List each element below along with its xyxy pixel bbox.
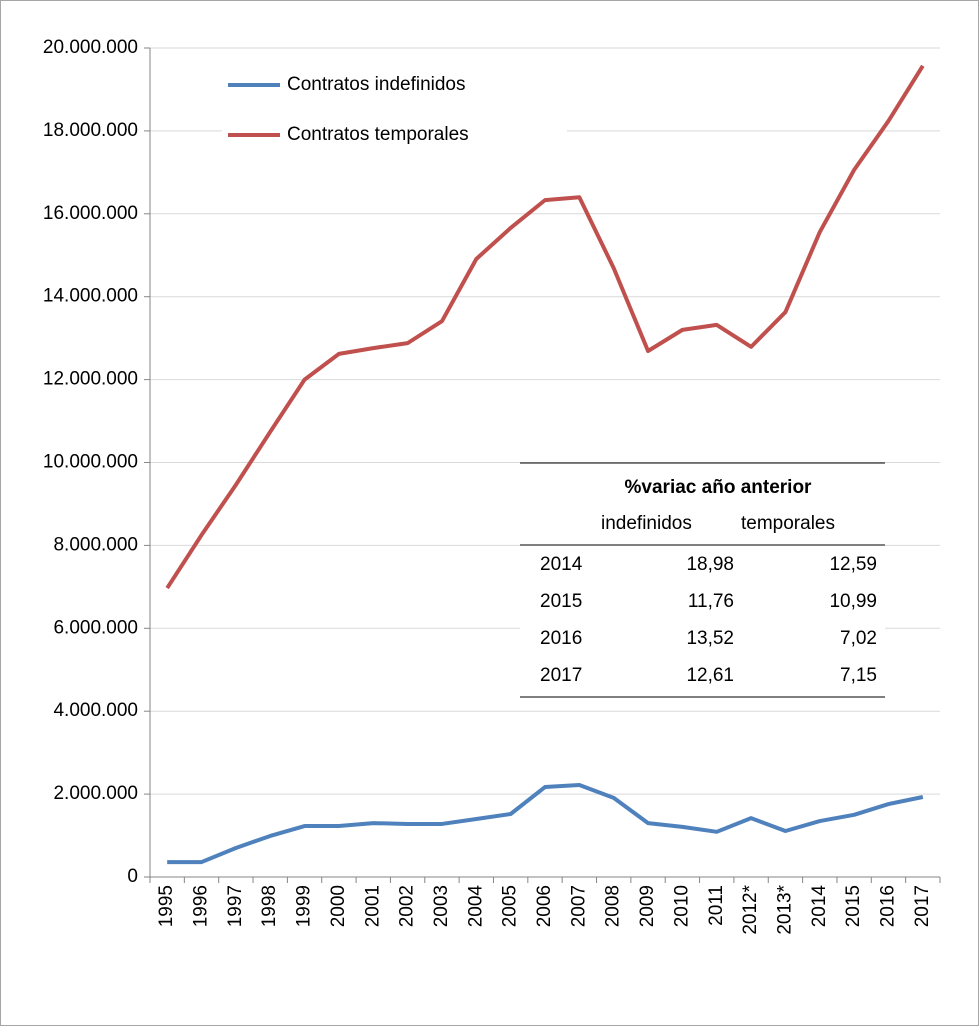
y-tick-label: 16.000.000 xyxy=(43,203,138,224)
table-cell: 10,99 xyxy=(829,591,877,612)
x-tick-label: 2006 xyxy=(534,885,555,927)
x-tick-label: 1997 xyxy=(225,885,246,927)
line-series xyxy=(165,64,925,590)
x-tick-label: 2017 xyxy=(912,885,933,927)
x-tick-label: 1996 xyxy=(191,885,212,927)
x-tick-label: 2012* xyxy=(740,884,761,934)
table-cell: 13,52 xyxy=(686,628,734,649)
legend-label: Contratos indefinidos xyxy=(287,74,466,95)
x-tick-label: 2015 xyxy=(843,885,864,927)
table-cell: 2016 xyxy=(540,628,582,649)
table-cell: 7,02 xyxy=(840,628,877,649)
table-cell: 12,61 xyxy=(686,665,734,686)
legend-label: Contratos temporales xyxy=(287,124,469,145)
x-tick-label: 2010 xyxy=(671,885,692,927)
x-tick-label: 2009 xyxy=(637,885,658,927)
x-tick-label: 1995 xyxy=(156,885,177,927)
x-tick-label: 2011 xyxy=(706,885,727,926)
table-title: %variac año anterior xyxy=(625,477,813,498)
y-tick-label: 6.000.000 xyxy=(53,617,138,638)
x-tick-label: 2002 xyxy=(397,885,418,927)
x-tick-label: 1998 xyxy=(259,885,280,927)
table-cell: 12,59 xyxy=(829,554,877,575)
table-cell: 7,15 xyxy=(840,665,877,686)
x-tick-label: 2016 xyxy=(877,885,898,927)
table-cell: 11,76 xyxy=(688,591,734,612)
table-header: temporales xyxy=(741,513,835,534)
table-cell: 2014 xyxy=(540,554,583,575)
x-tick-label: 2013* xyxy=(774,884,795,934)
table-header: indefinidos xyxy=(601,513,692,534)
y-tick-label: 12.000.000 xyxy=(43,369,138,390)
x-tick-label: 2007 xyxy=(568,885,589,927)
y-tick-label: 4.000.000 xyxy=(53,700,138,721)
x-tick-label: 1999 xyxy=(294,885,315,927)
y-tick-label: 0 xyxy=(127,866,138,887)
y-tick-label: 8.000.000 xyxy=(53,534,138,555)
x-tick-label: 2005 xyxy=(500,885,521,927)
x-tick-label: 2001 xyxy=(362,885,383,927)
y-tick-label: 10.000.000 xyxy=(43,452,138,473)
table-cell: 2015 xyxy=(540,591,582,612)
x-tick-label: 2014 xyxy=(809,885,830,928)
table-cell: 2017 xyxy=(540,665,582,686)
x-tick-label: 2004 xyxy=(465,885,486,928)
y-tick-label: 14.000.000 xyxy=(43,286,138,307)
x-tick-label: 2008 xyxy=(603,885,624,927)
table-bg xyxy=(520,463,885,698)
y-tick-label: 20.000.000 xyxy=(43,37,138,58)
x-tick-label: 2003 xyxy=(431,885,452,927)
line-series xyxy=(167,782,924,865)
y-tick-label: 18.000.000 xyxy=(43,120,138,141)
x-tick-label: 2000 xyxy=(328,885,349,927)
y-tick-label: 2.000.000 xyxy=(53,783,138,804)
table-cell: 18,98 xyxy=(686,554,734,575)
